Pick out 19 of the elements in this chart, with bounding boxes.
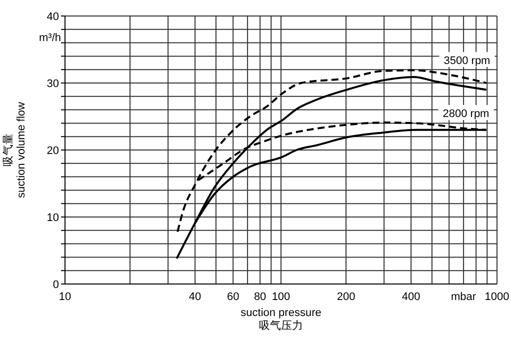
annotation: 2800 rpm [442, 108, 490, 120]
x-tick-label: 10 [58, 290, 72, 303]
y-axis-title: 吸气量 suction volume flow [2, 102, 28, 198]
y-tick-label: 10 [46, 212, 59, 224]
x-axis-title: suction pressure 吸气压力 [240, 307, 322, 332]
x-tick-label: 400 [402, 290, 420, 303]
x-tick-label: 80 [254, 290, 266, 303]
y-tick-label: 20 [46, 144, 59, 157]
text: m³/h [39, 32, 61, 44]
y-tick-label: 0 [52, 278, 59, 291]
x-tick-label: mbar [451, 290, 476, 303]
x-tick-label: 1000 [484, 290, 510, 303]
x-tick-label: 200 [336, 290, 356, 303]
x-tick-label: 60 [226, 290, 240, 303]
x-tick-label: 40 [188, 290, 202, 303]
y-tick-label: 40 [46, 10, 59, 23]
x-tick-label: 100 [272, 290, 290, 303]
y-tick-label: 30 [46, 78, 59, 90]
annotation: 3500 rpm [444, 55, 490, 67]
